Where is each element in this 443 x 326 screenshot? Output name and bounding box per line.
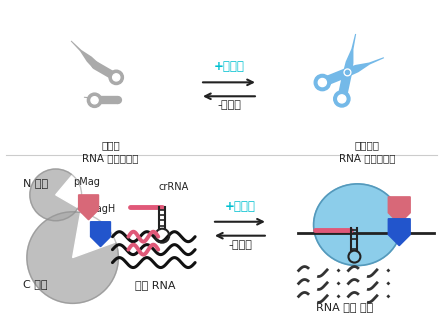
Polygon shape [388, 197, 410, 224]
Circle shape [109, 70, 124, 84]
Circle shape [27, 212, 118, 304]
Polygon shape [90, 222, 110, 247]
Polygon shape [71, 40, 98, 68]
Text: +청색광: +청색광 [225, 200, 255, 213]
Circle shape [314, 74, 330, 91]
Text: 분리된
RNA 유전자가위: 분리된 RNA 유전자가위 [82, 140, 139, 163]
Circle shape [87, 93, 102, 108]
Text: 표적 RNA: 표적 RNA [135, 280, 175, 290]
Polygon shape [78, 195, 98, 220]
Text: nMagH: nMagH [82, 204, 116, 214]
Polygon shape [388, 219, 410, 246]
Text: pMag: pMag [73, 177, 100, 187]
Text: -청색광: -청색광 [217, 100, 241, 110]
Circle shape [318, 79, 326, 87]
Text: +청색광: +청색광 [214, 60, 245, 73]
Polygon shape [343, 34, 356, 73]
Circle shape [338, 95, 346, 103]
Wedge shape [56, 173, 84, 209]
Circle shape [113, 74, 120, 81]
Polygon shape [84, 96, 119, 104]
Text: N 조각: N 조각 [23, 178, 48, 188]
Circle shape [30, 169, 82, 221]
Circle shape [334, 91, 350, 107]
Circle shape [91, 97, 98, 104]
Circle shape [346, 70, 350, 74]
Text: 재조립된
RNA 유전자가위: 재조립된 RNA 유전자가위 [339, 140, 396, 163]
Polygon shape [346, 57, 384, 77]
Text: crRNA: crRNA [158, 182, 188, 192]
Text: C 조각: C 조각 [23, 279, 47, 289]
Circle shape [344, 69, 351, 76]
Wedge shape [73, 211, 117, 258]
Ellipse shape [314, 184, 401, 266]
Text: -청색광: -청색광 [228, 240, 252, 250]
Text: RNA 분해 유도: RNA 분해 유도 [316, 303, 373, 312]
